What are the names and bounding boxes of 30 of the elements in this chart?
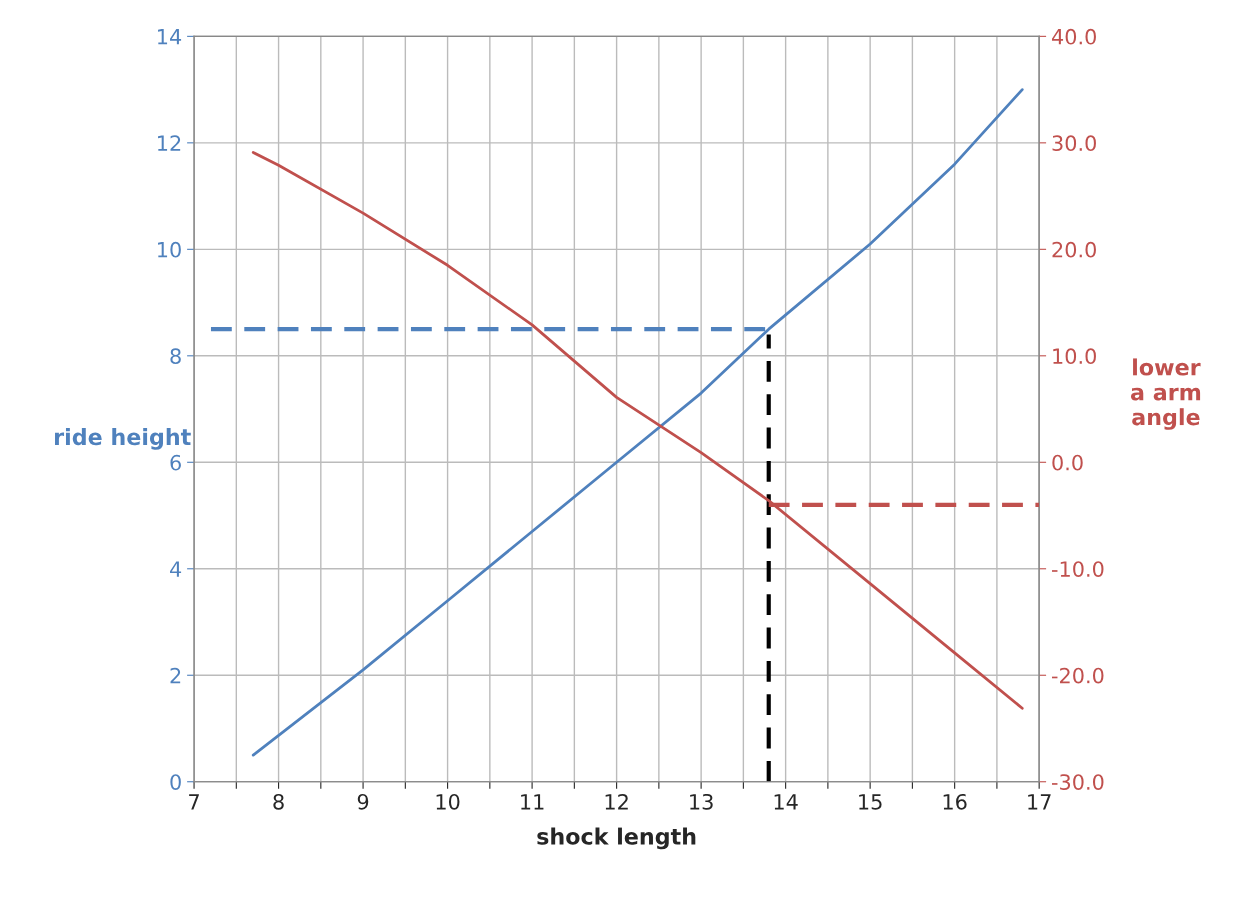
y2-tick-label: 20.0: [1052, 241, 1096, 258]
y-tick-label: 0: [170, 774, 181, 790]
x-tick-label: 14: [774, 794, 798, 810]
y-tick-label: 12: [158, 135, 181, 151]
x-axis-title: shock length: [537, 827, 696, 850]
x-tick-label: 15: [859, 794, 882, 810]
y2-tick-label: -10.0: [1051, 561, 1104, 577]
y-tick-label: 14: [158, 29, 182, 45]
y-tick-label: 6: [170, 454, 181, 471]
y-tick-label: 8: [170, 348, 181, 365]
y2-tick-label: -30.0: [1051, 774, 1104, 790]
y-tick-label: 2: [170, 667, 181, 684]
y2-tick-label: 40.0: [1051, 28, 1096, 45]
y2-tick-label: 30.0: [1052, 135, 1096, 152]
x-tick-label: 8: [273, 793, 284, 810]
y2-tick-label: -20.0: [1051, 667, 1104, 684]
y-axis-title: ride height: [55, 428, 191, 450]
x-tick-label: 7: [189, 794, 199, 810]
y2-tick-label: 0.0: [1052, 454, 1083, 471]
x-tick-label: 9: [357, 793, 369, 810]
y-tick-label: 10: [158, 241, 181, 258]
y2-axis-title: lower a arm angle: [1130, 358, 1201, 430]
y2-tick-label: 10.0: [1053, 348, 1096, 365]
x-tick-label: 16: [943, 793, 967, 810]
y-tick-label: 4: [170, 561, 182, 577]
x-tick-label: 12: [605, 793, 628, 810]
x-tick-label: 17: [1028, 794, 1051, 810]
x-tick-label: 10: [436, 793, 460, 810]
x-tick-label: 13: [690, 793, 713, 810]
x-tick-label: 11: [521, 794, 544, 810]
